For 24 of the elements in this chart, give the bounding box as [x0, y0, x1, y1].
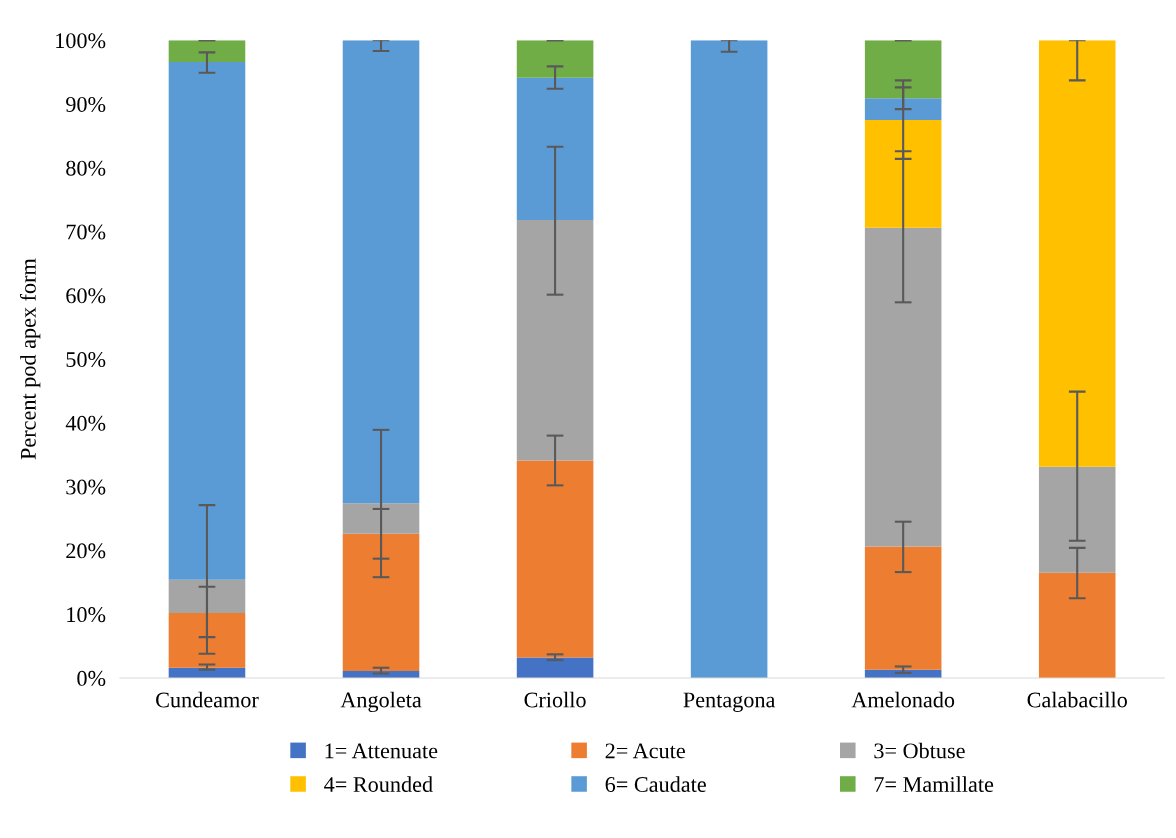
y-axis-title: Percent pod apex form	[19, 258, 41, 460]
x-tick-label: Cundeamor	[156, 691, 259, 708]
x-tick-label: Angoleta	[340, 691, 422, 713]
y-tick-label: 40%	[65, 415, 106, 431]
y-tick-label: 0%	[77, 670, 106, 686]
y-tick-label: 30%	[66, 479, 106, 495]
x-tick-label: Amelonado	[851, 691, 955, 708]
legend-label: 4= Rounded	[324, 776, 433, 792]
y-tick-label: 60%	[66, 288, 106, 304]
y-tick-label: 90%	[66, 96, 106, 112]
legend-label: 6= Caudate	[605, 776, 706, 792]
legend-label: 2= Acute	[605, 743, 685, 759]
legend-label: 1= Attenuate	[325, 743, 438, 759]
x-tick-label: Pentagona	[683, 692, 776, 712]
y-tick-label: 70%	[66, 224, 106, 240]
x-tick-label: Criollo	[524, 691, 586, 708]
x-tick-label: Calabacillo	[1027, 691, 1127, 708]
y-tick-label: 50%	[66, 352, 106, 368]
y-tick-label: 10%	[67, 607, 106, 623]
y-tick-label: 20%	[66, 543, 106, 559]
legend-label: 7= Mamillate	[874, 776, 994, 792]
y-tick-label: 100%	[56, 33, 106, 49]
y-tick-label: 80%	[66, 160, 106, 176]
legend-label: 3= Obtuse	[874, 742, 965, 759]
